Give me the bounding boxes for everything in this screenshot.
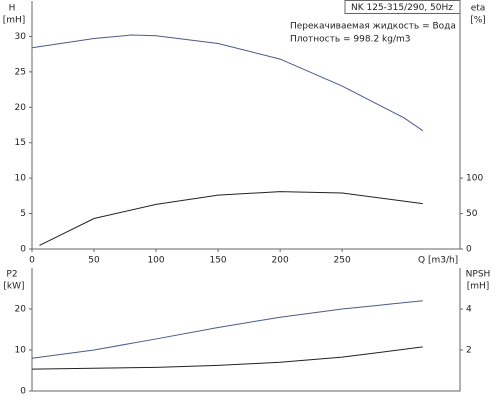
x-tick-label: 0 [29,256,35,266]
y-tick-label: 0 [20,245,26,255]
y-tick-label: 30 [15,32,27,42]
curve [31,346,423,370]
annotation: Перекачиваемая жидкость = Вода [290,22,456,32]
y-tick-label: 25 [15,67,26,77]
axes [31,1,461,250]
x-tick-label: 100 [147,256,164,266]
y2-label: NPSH [466,270,491,280]
y-tick-label: 10 [15,174,27,184]
y-tick-label: 20 [15,305,27,315]
curve [39,191,423,246]
x-tick-label: 50 [88,256,100,266]
y-tick-label: 15 [15,138,26,148]
annotation: Плотность = 998.2 kg/m3 [290,35,411,45]
curve [31,34,424,132]
title-box [344,0,461,14]
y-unit: [mH] [3,16,26,26]
x-tick-label: 150 [209,256,226,266]
y-tick-label: 20 [15,103,27,113]
y-label: P2 [6,270,17,280]
y2-tick-label: 50 [466,209,478,219]
y-tick-label: 5 [20,209,26,219]
chart-title: NK 125-315/290, 50Hz [351,3,453,13]
y2-tick-label: 4 [466,305,472,315]
y2-tick-label: 100 [466,174,483,184]
y-unit: [kW] [3,282,24,292]
axes [31,268,461,392]
x-label: Q [m3/h] [418,256,458,266]
curve [31,300,423,359]
y-tick-label: 0 [20,387,26,397]
y2-unit: [%] [470,16,486,26]
y2-tick-label: 0 [466,245,472,255]
y-tick-label: 10 [15,346,27,356]
x-tick-label: 200 [272,256,289,266]
x-tick-label: 250 [334,256,351,266]
y2-tick-label: 2 [466,346,472,356]
y2-unit: [mH] [467,282,490,292]
y-label: H [9,4,16,14]
y2-label: eta [471,4,486,14]
